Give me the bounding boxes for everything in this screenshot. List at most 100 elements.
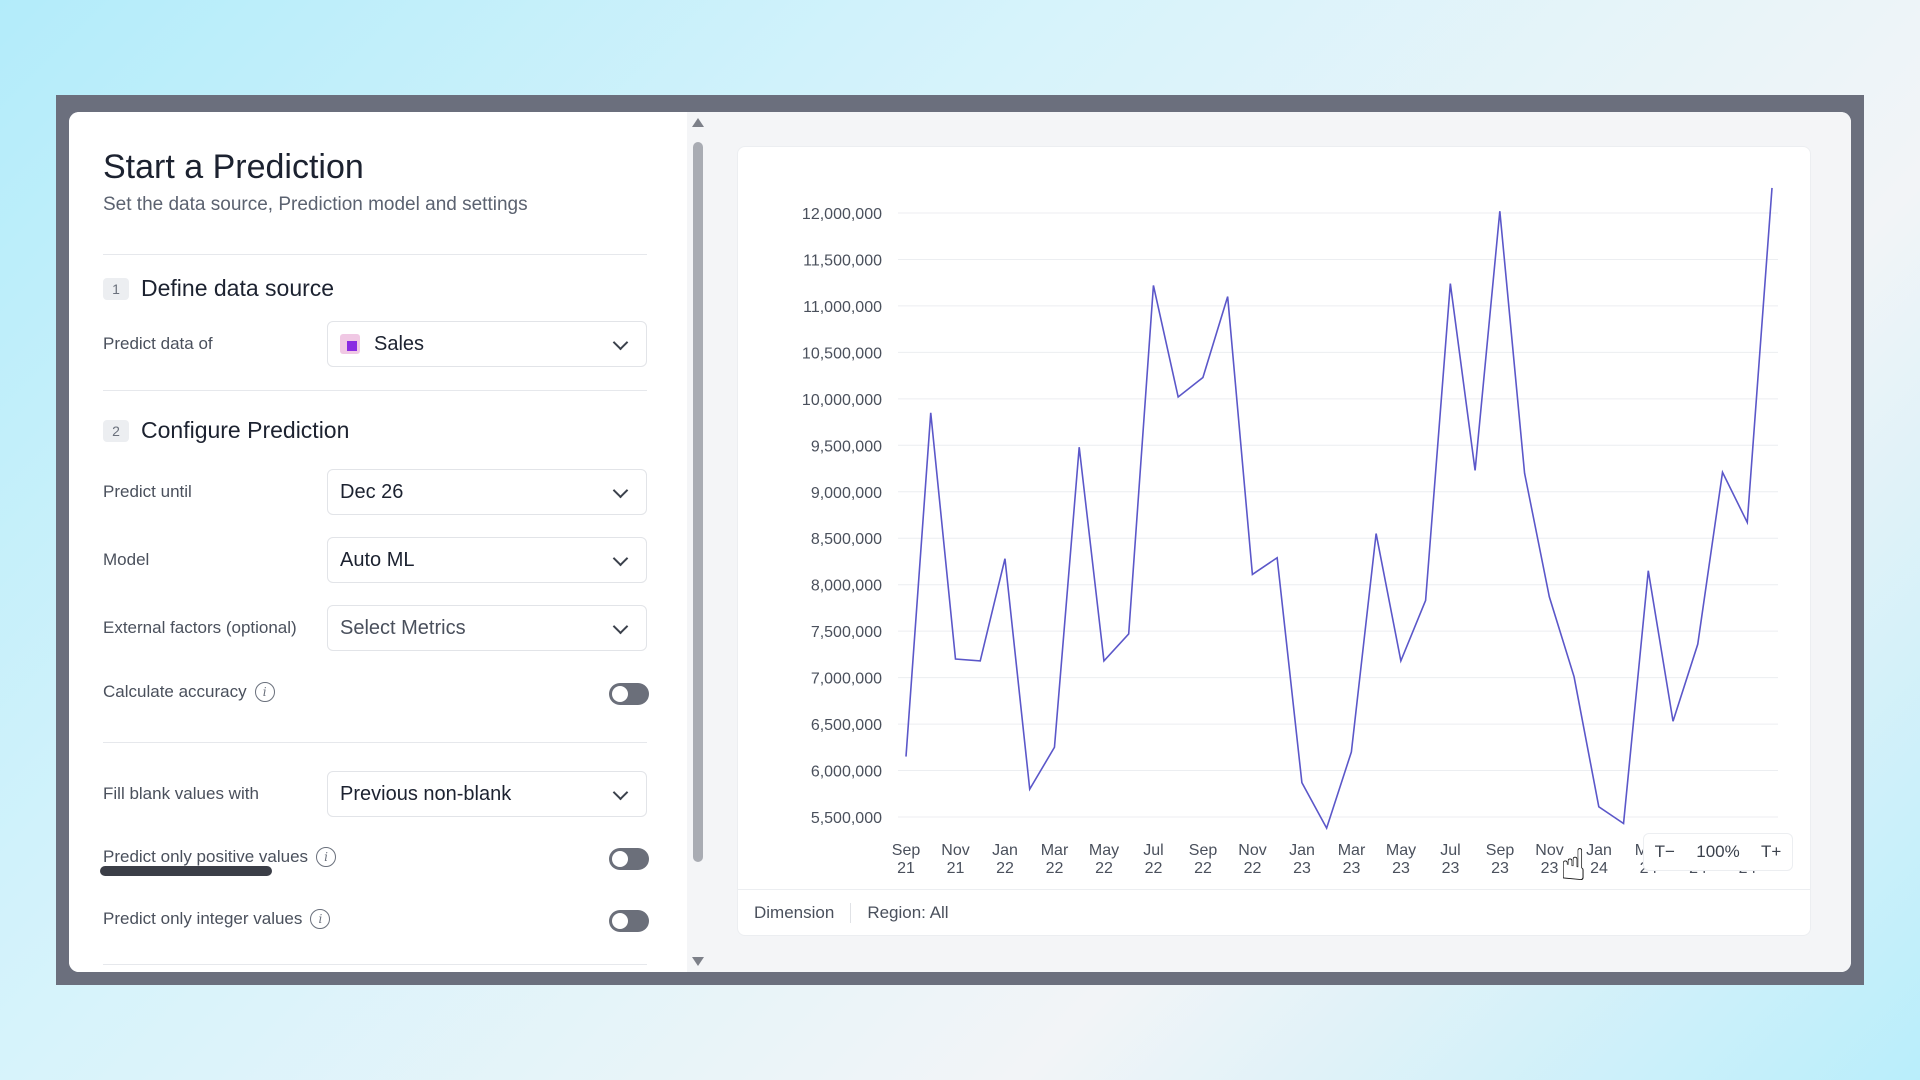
y-tick-label: 10,000,000 bbox=[802, 392, 882, 409]
fill-blank-label: Fill blank values with bbox=[103, 784, 259, 803]
predict-until-label: Predict until bbox=[103, 482, 192, 501]
horizontal-scrollbar[interactable] bbox=[100, 864, 1300, 878]
step-define-data-source: 1 Define data source bbox=[103, 275, 334, 302]
step-title: Configure Prediction bbox=[141, 417, 350, 443]
y-tick-label: 7,500,000 bbox=[811, 624, 882, 641]
y-tick-label: 8,500,000 bbox=[811, 531, 882, 548]
divider bbox=[103, 964, 647, 965]
line-chart: 12,000,000 11,500,000 11,000,000 10,500,000… bbox=[802, 187, 1778, 877]
x-tick-label: 23 bbox=[1491, 860, 1509, 877]
vertical-scrollbar[interactable] bbox=[687, 112, 709, 972]
divider bbox=[103, 254, 647, 255]
y-tick-label: 5,500,000 bbox=[811, 810, 882, 827]
predict-positive-label: Predict only positive values bbox=[103, 847, 309, 866]
x-tick-label: 21 bbox=[897, 860, 915, 877]
predict-until-select[interactable]: Dec 26 bbox=[327, 469, 647, 515]
zoom-control: T− 100% T+ bbox=[1643, 833, 1793, 871]
x-tick-label: 22 bbox=[996, 860, 1014, 877]
x-tick-label: Sep bbox=[1486, 842, 1515, 859]
x-tick-label: Jul bbox=[1143, 842, 1163, 859]
chevron-down-icon bbox=[614, 338, 626, 350]
x-tick-label: 23 bbox=[1442, 860, 1460, 877]
x-tick-label: May bbox=[1089, 842, 1119, 859]
chart-card: 12,000,000 11,500,000 11,000,000 10,500,000… bbox=[737, 146, 1811, 936]
predict-positive-toggle[interactable] bbox=[609, 848, 649, 870]
model-value: Auto ML bbox=[340, 548, 415, 571]
model-select[interactable]: Auto ML bbox=[327, 537, 647, 583]
x-tick-label: Sep bbox=[1189, 842, 1218, 859]
chevron-down-icon bbox=[614, 486, 626, 498]
predict-until-value: Dec 26 bbox=[340, 480, 404, 503]
predict-positive-row: Predict only positive values i bbox=[103, 847, 337, 867]
y-tick-label: 9,000,000 bbox=[811, 485, 882, 502]
calculate-accuracy-row: Calculate accuracy i bbox=[103, 682, 275, 702]
x-tick-label: 22 bbox=[1244, 860, 1262, 877]
predict-data-select[interactable]: Sales bbox=[327, 321, 647, 367]
series-line bbox=[905, 187, 1773, 831]
info-icon[interactable]: i bbox=[316, 847, 337, 867]
calculate-accuracy-toggle[interactable] bbox=[609, 683, 649, 705]
y-tick-label: 12,000,000 bbox=[802, 206, 882, 223]
x-tick-label: Sep bbox=[892, 842, 921, 859]
calculate-accuracy-label: Calculate accuracy bbox=[103, 682, 247, 701]
x-tick-label: Nov bbox=[941, 842, 969, 859]
chart-panel: 12,000,000 11,500,000 11,000,000 10,500,000… bbox=[709, 112, 1851, 972]
x-tick-label: 22 bbox=[1046, 860, 1064, 877]
step-number: 1 bbox=[103, 277, 129, 300]
y-tick-label: 11,500,000 bbox=[803, 252, 882, 269]
external-factors-label: External factors (optional) bbox=[103, 618, 297, 637]
step-number: 2 bbox=[103, 419, 129, 442]
y-tick-label: 7,000,000 bbox=[811, 671, 882, 688]
model-label: Model bbox=[103, 550, 150, 569]
scroll-down-arrow-icon[interactable] bbox=[692, 957, 704, 966]
info-icon[interactable]: i bbox=[310, 909, 331, 929]
info-icon[interactable]: i bbox=[254, 682, 275, 702]
divider bbox=[103, 742, 647, 743]
x-tick-label: Jan bbox=[1289, 842, 1315, 859]
external-factors-select[interactable]: Select Metrics bbox=[327, 605, 647, 651]
predict-data-value: Sales bbox=[374, 332, 425, 355]
fill-blank-select[interactable]: Previous non-blank bbox=[327, 771, 647, 817]
page-subtitle: Set the data source, Prediction model an… bbox=[103, 194, 528, 215]
x-tick-label: Jan bbox=[1586, 842, 1612, 859]
zoom-level: 100% bbox=[1696, 842, 1740, 861]
x-tick-label: 23 bbox=[1293, 860, 1311, 877]
horizontal-scrollbar-thumb[interactable] bbox=[100, 866, 272, 876]
chevron-down-icon bbox=[614, 622, 626, 634]
y-tick-label: 6,000,000 bbox=[811, 764, 882, 781]
x-tick-label: 22 bbox=[1095, 860, 1113, 877]
chevron-down-icon bbox=[614, 554, 626, 566]
x-tick-label: 21 bbox=[947, 860, 965, 877]
x-tick-label: 23 bbox=[1541, 860, 1559, 877]
hand-pointer-cursor-icon: ☝ bbox=[1560, 841, 1587, 890]
scroll-up-arrow-icon[interactable] bbox=[692, 118, 704, 127]
x-tick-label: Jul bbox=[1440, 842, 1460, 859]
dimension-label[interactable]: Dimension bbox=[754, 902, 835, 922]
page-title: Start a Prediction bbox=[103, 148, 364, 186]
y-tick-label: 10,500,000 bbox=[802, 345, 882, 362]
divider bbox=[103, 390, 647, 391]
y-tick-label: 6,500,000 bbox=[811, 717, 882, 734]
app-window: Start a Prediction Set the data source, … bbox=[69, 112, 1851, 972]
external-factors-placeholder: Select Metrics bbox=[340, 616, 466, 639]
x-tick-label: Mar bbox=[1041, 842, 1069, 859]
predict-integer-toggle[interactable] bbox=[609, 910, 649, 932]
step-configure-prediction: 2 Configure Prediction bbox=[103, 417, 349, 444]
predict-integer-row: Predict only integer values i bbox=[103, 909, 331, 929]
x-tick-label: May bbox=[1386, 842, 1416, 859]
x-tick-label: Nov bbox=[1535, 842, 1563, 859]
predict-integer-label: Predict only integer values bbox=[103, 909, 303, 928]
y-tick-label: 11,000,000 bbox=[803, 299, 882, 316]
y-tick-label: 8,000,000 bbox=[811, 578, 882, 595]
y-tick-label: 9,500,000 bbox=[811, 438, 882, 455]
region-filter[interactable]: Region: All bbox=[867, 902, 949, 922]
x-tick-label: 23 bbox=[1343, 860, 1361, 877]
x-tick-label: Jan bbox=[992, 842, 1018, 859]
separator bbox=[850, 902, 852, 923]
x-tick-label: 22 bbox=[1194, 860, 1212, 877]
scrollbar-thumb[interactable] bbox=[693, 142, 703, 862]
chevron-down-icon bbox=[614, 788, 626, 800]
zoom-in-button[interactable]: T+ bbox=[1761, 842, 1782, 861]
zoom-out-button[interactable]: T− bbox=[1654, 842, 1675, 861]
x-tick-label: 22 bbox=[1145, 860, 1163, 877]
